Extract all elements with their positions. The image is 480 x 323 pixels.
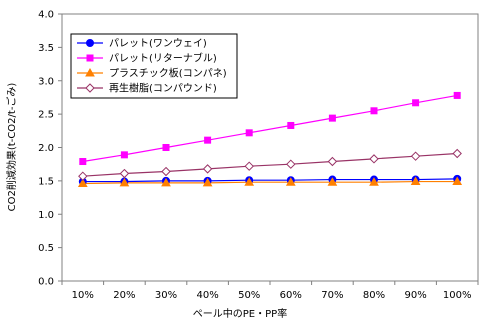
data-point (327, 156, 338, 167)
legend-marker (85, 83, 95, 93)
y-tick-label: 4.0 (38, 10, 54, 21)
y-tick-label: 2.5 (38, 110, 54, 121)
legend-label: パレット(リターナブル) (109, 52, 217, 65)
legend: パレット(ワンウェイ) パレット(リターナブル) プラスチック板(コンパネ) 再生樹脂… (70, 33, 238, 99)
data-point (327, 177, 338, 186)
x-axis-ticks: 10% 20% 30% 40% 50% 60% 70% 80% 90% 100% (61, 281, 479, 301)
data-point (369, 154, 379, 164)
series-line-2 (82, 180, 458, 185)
y-axis-title: CO2削減効果(t-CO2/t-ごみ) (5, 83, 18, 212)
data-point (453, 91, 461, 99)
y-tick-label: 0.0 (38, 277, 54, 288)
data-point (77, 178, 88, 188)
x-tick-label: 90% (404, 290, 426, 301)
y-tick-label: 3.0 (38, 76, 54, 87)
series-lines (82, 94, 458, 185)
data-point (244, 177, 255, 186)
series-line-1 (82, 94, 458, 163)
data-point (410, 176, 421, 186)
data-point (161, 166, 171, 177)
series-markers (77, 91, 463, 188)
x-tick-label: 60% (280, 290, 302, 301)
data-point (120, 151, 128, 159)
data-point (79, 158, 87, 166)
data-point (286, 159, 296, 169)
data-point (452, 148, 462, 159)
y-tick-label: 3.5 (38, 43, 54, 54)
data-point (202, 164, 213, 174)
x-tick-label: 10% (72, 290, 94, 301)
data-point (204, 136, 212, 144)
data-point (78, 171, 88, 181)
legend-label: パレット(ワンウェイ) (109, 38, 207, 50)
x-axis-title: ペール中のPE・PP率 (193, 307, 287, 320)
y-tick-label: 1.5 (38, 176, 54, 187)
data-point (244, 161, 254, 171)
data-point (162, 144, 170, 151)
data-point (245, 129, 253, 137)
legend-label: プラスチック板(コンパネ) (109, 67, 227, 80)
data-point (328, 114, 336, 122)
data-point (410, 151, 421, 161)
data-point (161, 177, 171, 187)
y-axis-ticks: 0.0 0.5 1.0 1.5 2.0 2.5 3.0 3.5 4.0 (38, 10, 62, 288)
data-point (369, 177, 379, 186)
data-point (370, 107, 378, 115)
x-tick-label: 40% (196, 290, 218, 301)
y-tick-label: 2.0 (38, 143, 54, 154)
x-tick-label: 30% (155, 290, 177, 301)
data-point (287, 121, 295, 129)
series-line-0 (82, 178, 458, 183)
y-tick-label: 1.0 (38, 210, 54, 221)
x-tick-label: 100% (443, 290, 472, 301)
data-point (285, 177, 296, 186)
x-tick-label: 50% (238, 290, 260, 301)
x-tick-label: 20% (113, 290, 135, 301)
data-point (412, 99, 420, 107)
data-point (119, 168, 130, 179)
data-point (119, 177, 130, 187)
data-point (452, 176, 463, 186)
data-point (202, 177, 213, 187)
x-tick-label: 70% (321, 290, 343, 301)
y-tick-label: 0.5 (38, 243, 54, 254)
legend-label: 再生樹脂(コンパウンド) (109, 82, 217, 95)
legend-box (70, 33, 238, 99)
legend-marker (86, 54, 94, 62)
legend-marker (86, 39, 94, 47)
legend-marker (85, 67, 95, 77)
series-line-3 (82, 152, 458, 177)
x-tick-label: 80% (363, 290, 385, 301)
